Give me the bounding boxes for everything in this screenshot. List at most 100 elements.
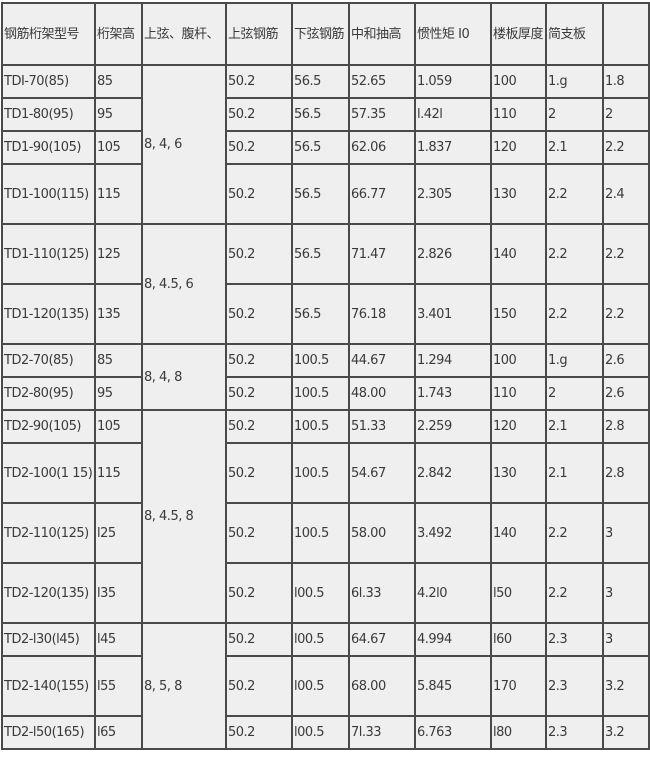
- model-cell: TD2-110(125): [1, 502, 96, 564]
- value-cell: 50.2: [225, 715, 293, 750]
- value-cell: 170: [490, 655, 547, 717]
- column-header: [602, 2, 650, 66]
- value-cell: 3.2: [602, 715, 650, 750]
- model-cell: TD2-l30(l45): [1, 622, 96, 657]
- value-cell: 115: [94, 442, 143, 504]
- value-cell: 2.3: [545, 655, 604, 717]
- table-row: TD2-l30(l45) l45 8, 5, 8 50.2 l00.5 64.67 4.99…: [1, 622, 650, 750]
- value-cell: 120: [490, 130, 547, 165]
- value-cell: 62.06: [348, 130, 416, 165]
- value-cell: 66.77: [348, 163, 416, 225]
- column-header: 上弦、腹杆、: [141, 2, 227, 66]
- model-cell: TD2-120(135): [1, 562, 96, 624]
- value-cell: 71.47: [348, 223, 416, 285]
- value-cell: 2.3: [545, 715, 604, 750]
- value-cell: l80: [490, 715, 547, 750]
- column-header: 简支板: [545, 2, 604, 66]
- value-cell: 48.00: [348, 376, 416, 411]
- value-cell: 2.2: [602, 130, 650, 165]
- value-cell: l55: [94, 655, 143, 717]
- value-cell: 85: [94, 64, 143, 99]
- value-cell: 85: [94, 343, 143, 378]
- column-header: 惯性矩 I0: [414, 2, 492, 66]
- value-cell: 50.2: [225, 442, 293, 504]
- value-cell: 2.2: [602, 283, 650, 345]
- value-cell: 2.826: [414, 223, 492, 285]
- value-cell: l65: [94, 715, 143, 750]
- value-cell: 1.743: [414, 376, 492, 411]
- model-cell: TD2-80(95): [1, 376, 96, 411]
- value-cell: 3: [602, 502, 650, 564]
- value-cell: 2.4: [602, 163, 650, 225]
- model-cell: TD1-90(105): [1, 130, 96, 165]
- value-cell: 44.67: [348, 343, 416, 378]
- value-cell: 64.67: [348, 622, 416, 657]
- table-row: TD1-100(115) 115 50.2 56.5 66.77 2.305 130 2.2 2…: [1, 163, 650, 225]
- value-cell: 140: [490, 223, 547, 285]
- value-cell: 76.18: [348, 283, 416, 345]
- value-cell: 2.2: [545, 562, 604, 624]
- value-cell: 2.2: [602, 223, 650, 285]
- value-cell: 57.35: [348, 97, 416, 132]
- value-cell: l00.5: [291, 655, 350, 717]
- value-cell: 4.2l0: [414, 562, 492, 624]
- model-cell: TD2-l50(165): [1, 715, 96, 750]
- value-cell: 3: [602, 562, 650, 624]
- web-rebar-group-cell: 8, 5, 8: [141, 622, 227, 750]
- value-cell: 2: [545, 97, 604, 132]
- value-cell: 50.2: [225, 622, 293, 657]
- value-cell: 140: [490, 502, 547, 564]
- model-cell: TD2-100(1 15): [1, 442, 96, 504]
- value-cell: 5.845: [414, 655, 492, 717]
- value-cell: 50.2: [225, 502, 293, 564]
- value-cell: 95: [94, 376, 143, 411]
- value-cell: 50.2: [225, 376, 293, 411]
- value-cell: 2.2: [545, 223, 604, 285]
- value-cell: l00.5: [291, 622, 350, 657]
- model-cell: TDI-70(85): [1, 64, 96, 99]
- table-row: TD2-70(85) 85 8, 4, 8 50.2 100.5 44.67 1.294 10…: [1, 343, 650, 411]
- value-cell: 100: [490, 64, 547, 99]
- value-cell: 1.837: [414, 130, 492, 165]
- value-cell: 125: [94, 223, 143, 285]
- value-cell: 150: [490, 283, 547, 345]
- table-row: TD1-90(105) 105 50.2 56.5 62.06 1.837 120 2.1 2.…: [1, 130, 650, 165]
- value-cell: 2.2: [545, 283, 604, 345]
- value-cell: 2: [545, 376, 604, 411]
- value-cell: 50.2: [225, 562, 293, 624]
- value-cell: 50.2: [225, 409, 293, 444]
- value-cell: 56.5: [291, 283, 350, 345]
- value-cell: 100.5: [291, 502, 350, 564]
- table-row: TD1-80(95) 95 50.2 56.5 57.35 l.42l 110 2 2: [1, 97, 650, 132]
- value-cell: 1.g: [545, 64, 604, 99]
- model-cell: TD1-80(95): [1, 97, 96, 132]
- model-cell: TD2-140(155): [1, 655, 96, 717]
- value-cell: 2.6: [602, 343, 650, 378]
- value-cell: 51.33: [348, 409, 416, 444]
- value-cell: 100.5: [291, 343, 350, 378]
- value-cell: 50.2: [225, 655, 293, 717]
- value-cell: 1.059: [414, 64, 492, 99]
- value-cell: 54.67: [348, 442, 416, 504]
- value-cell: 2.1: [545, 130, 604, 165]
- value-cell: 1.294: [414, 343, 492, 378]
- value-cell: 3.401: [414, 283, 492, 345]
- value-cell: 50.2: [225, 343, 293, 378]
- table-row: TD2-l50(165) l65 50.2 l00.5 7l.33 6.763 l80 2.3…: [1, 715, 650, 750]
- value-cell: 2: [602, 97, 650, 132]
- value-cell: 115: [94, 163, 143, 225]
- value-cell: 56.5: [291, 223, 350, 285]
- web-rebar-group-cell: 8, 4, 6: [141, 64, 227, 225]
- value-cell: 68.00: [348, 655, 416, 717]
- value-cell: l00.5: [291, 562, 350, 624]
- value-cell: l35: [94, 562, 143, 624]
- table-row: TD2-100(1 15) 115 50.2 100.5 54.67 2.842 130 2.…: [1, 442, 650, 504]
- value-cell: 2.305: [414, 163, 492, 225]
- column-header: 钢筋桁架型号: [1, 2, 96, 66]
- value-cell: 135: [94, 283, 143, 345]
- table-row: TD1-110(125) 125 8, 4.5, 6 50.2 56.5 71.47 2.8…: [1, 223, 650, 345]
- value-cell: 52.65: [348, 64, 416, 99]
- value-cell: 110: [490, 376, 547, 411]
- value-cell: 100.5: [291, 442, 350, 504]
